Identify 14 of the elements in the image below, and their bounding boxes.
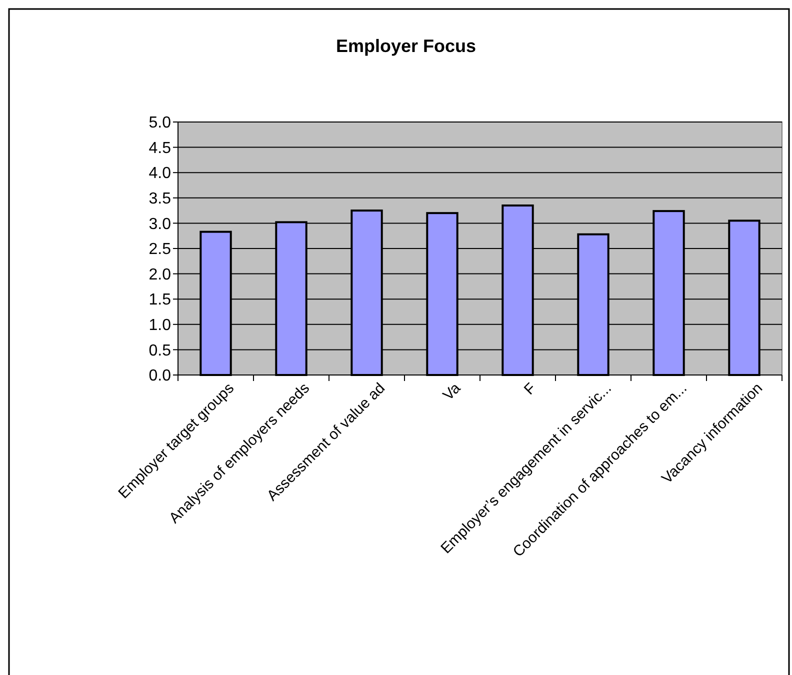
y-tick-label: 5.0 [148, 114, 172, 132]
y-tick-label: 2.0 [148, 266, 172, 284]
y-tick-label: 1.0 [148, 317, 172, 334]
y-tick-label: 4.5 [148, 140, 172, 157]
y-tick-label: 3.5 [148, 190, 172, 208]
chart-title: Employer Focus [336, 36, 476, 56]
y-tick-label: 3.0 [148, 216, 172, 233]
x-tick-label: Va [440, 379, 464, 404]
x-tick-label: F [520, 380, 540, 398]
y-tick-label: 0.5 [148, 342, 172, 360]
y-tick-label: 0.0 [148, 368, 172, 385]
y-tick-label: 2.5 [148, 241, 172, 258]
y-tick-label: 1.5 [148, 292, 172, 309]
y-tick-label: 4.0 [148, 165, 172, 182]
